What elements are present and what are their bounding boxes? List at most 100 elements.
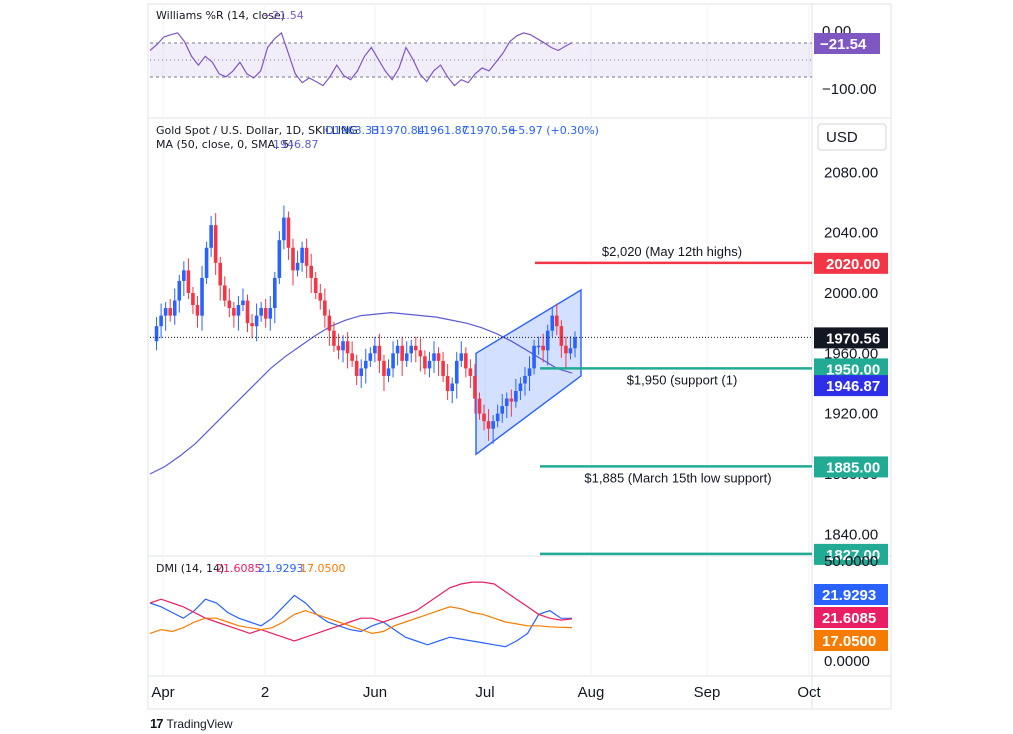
candle-body (263, 308, 268, 319)
wr-band (150, 43, 812, 77)
dmi-tag (814, 607, 888, 628)
candle-body (564, 345, 568, 354)
candle-body (277, 240, 282, 278)
currency-label: USD (826, 129, 858, 146)
symbol-title: Gold Spot / U.S. Dollar, 1D, SKILLING (156, 124, 358, 137)
candle-body (209, 225, 213, 248)
level-tag-text: 1950.00 (826, 361, 880, 378)
candle-body (527, 368, 532, 376)
dmi-tick-50: 50.0000 (824, 553, 878, 570)
candle-body (559, 326, 564, 346)
ohlc-low: L1961.87 (417, 124, 469, 137)
candle-body (514, 391, 518, 402)
wr-current-value: −21.54 (263, 9, 304, 22)
candle-body (432, 353, 436, 361)
candle-body (495, 413, 500, 422)
x-tick-label: 2 (261, 684, 269, 701)
candle-body (368, 353, 373, 361)
candle-body (573, 337, 577, 349)
y-tick-label: 1920.00 (824, 406, 878, 423)
wr-tag-text: −21.54 (820, 36, 867, 53)
candle-body (359, 368, 364, 376)
candle-body (363, 360, 368, 369)
candle-body (504, 398, 509, 407)
candle-body (245, 300, 250, 324)
candle-body (191, 293, 195, 306)
candle-body (186, 270, 191, 293)
dmi-adx-legend: 17.0500 (300, 562, 346, 575)
level-tag-text: 1827.00 (826, 547, 880, 564)
candle-body (295, 262, 300, 271)
candle-body (500, 406, 505, 414)
candle-body (518, 383, 523, 392)
candle-body (250, 323, 254, 327)
candle-body (300, 247, 304, 263)
price-tag-text: 1970.56 (826, 330, 880, 347)
candle-body (327, 315, 332, 331)
level-tag-text: 2020.00 (826, 256, 880, 273)
candle-body (454, 360, 459, 384)
candle-body (541, 345, 545, 351)
candle-body (254, 315, 259, 327)
candle-body (482, 413, 486, 422)
level-annotation: $2,020 (May 12th highs) (602, 244, 742, 259)
dmi-pane: DMI (14, 14) 21.6085 21.9293 17.0500 50.… (149, 553, 888, 670)
candle-body (341, 341, 345, 351)
y-tick-label: 1960.00 (824, 345, 878, 362)
candle-body (236, 305, 241, 316)
candle-body (273, 277, 277, 309)
ohlc-open: O1963.33 (325, 124, 379, 137)
price-tag (814, 327, 888, 349)
x-tick-label: Jun (363, 684, 387, 701)
candle-body (395, 345, 400, 354)
candle-body (382, 360, 386, 376)
candle-body (491, 421, 495, 429)
candle-body (200, 277, 204, 316)
wr-tick-100: −100.00 (822, 81, 877, 98)
candle-body (532, 345, 536, 369)
y-tick-label: 2000.00 (824, 285, 878, 302)
dmi-tags: 21.9293 21.6085 17.0500 (814, 584, 888, 651)
y-tick-label: 2080.00 (824, 164, 878, 181)
candle-body (354, 360, 359, 376)
candle-body (204, 247, 209, 278)
williams-r-line (149, 31, 573, 87)
candle-body (222, 285, 227, 301)
time-axis-ticks: Apr 2 Jun Jul Aug Sep Oct (151, 684, 821, 701)
vertical-gridlines (162, 6, 810, 676)
ma-title: MA (50, close, 0, SMA, 5) (156, 138, 293, 151)
dmi-tag-text: 17.0500 (822, 633, 876, 650)
williams-pane: Williams %R (14, close) −21.54 0.00 −100… (149, 9, 880, 98)
y-tick-label: 2040.00 (824, 225, 878, 242)
candle-body (268, 308, 273, 319)
tradingview-logo[interactable]: 17 TradingView (150, 716, 233, 731)
candle-body (464, 353, 468, 369)
support-resistance-levels: $2,020 (May 12th highs) 2020.00 $1,950 (su… (535, 244, 888, 565)
candle-body (568, 348, 573, 354)
dmi-tag (814, 584, 888, 605)
ohlc-high: H1970.84 (371, 124, 425, 137)
dmi-tag (814, 630, 888, 651)
candle-body (213, 225, 218, 263)
candle-body (536, 345, 541, 348)
level-tag-text: 1885.00 (826, 459, 880, 476)
candle-body (232, 308, 236, 316)
candle-body (350, 353, 354, 361)
dmi-plus-legend: 21.9293 (258, 562, 304, 575)
candle-body (241, 300, 245, 306)
currency-button[interactable] (817, 123, 887, 151)
candle-body (218, 262, 223, 286)
candle-body (227, 300, 232, 309)
candle-body (345, 341, 350, 354)
ohlc-change: +5.97 (+0.30%) (509, 124, 599, 137)
y-tick-label: 1840.00 (824, 526, 878, 543)
candle-body (459, 353, 464, 361)
candle-body (304, 247, 309, 266)
candle-body (332, 330, 336, 346)
level-tag (814, 252, 888, 274)
candle-body (163, 308, 168, 316)
ma-legend-value: 1946.87 (273, 138, 319, 151)
level-tag (814, 456, 888, 478)
candle-body (313, 277, 318, 293)
